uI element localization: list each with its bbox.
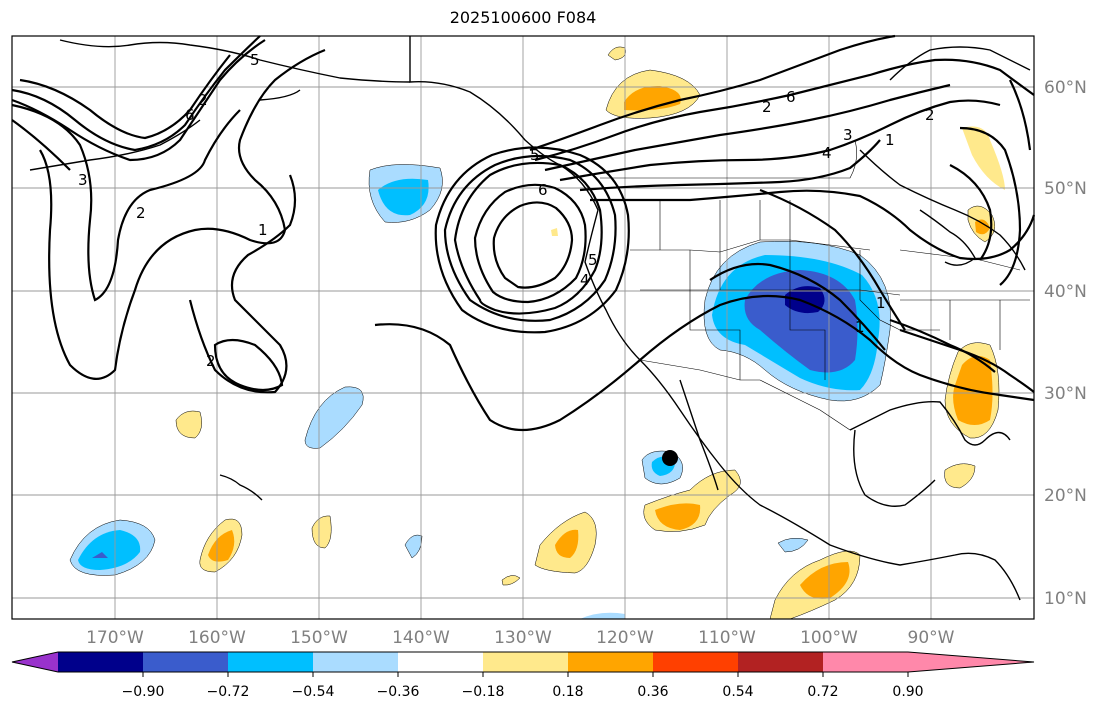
- contour-label: 4: [822, 144, 832, 162]
- contour-label: 5: [530, 146, 540, 164]
- colorbar-tick-label: −0.54: [292, 684, 335, 700]
- colorbar-tick-label: −0.90: [122, 684, 165, 700]
- contour-label: 6: [786, 88, 796, 106]
- colorbar-segment: [653, 652, 738, 672]
- colorbar-segment: [738, 652, 823, 672]
- colorbar-tick-label: −0.36: [377, 684, 420, 700]
- lon-label: 150°W: [290, 628, 348, 648]
- contour-label: 3: [78, 171, 88, 189]
- colorbar-extend-high: [908, 652, 1034, 672]
- map-title: 2025100600 F084: [449, 8, 597, 27]
- lon-label: 160°W: [188, 628, 246, 648]
- station-marker-icon: [662, 450, 678, 466]
- contour-label: 1: [258, 221, 268, 239]
- contour-label: 6: [185, 106, 195, 124]
- contour-label: 3: [843, 126, 853, 144]
- colorbar-tick-label: 0.18: [552, 684, 583, 700]
- colorbar-tick-label: 0.90: [892, 684, 923, 700]
- contour-label: 1: [855, 318, 865, 336]
- lon-label: 110°W: [698, 628, 756, 648]
- lon-label: 120°W: [596, 628, 654, 648]
- lon-label: 140°W: [392, 628, 450, 648]
- contour-label: 2: [136, 204, 146, 222]
- map-panel: 2 1 2 3 2 5 6 4 5 6 4 3 6 2 1 1 2 5 1: [11, 34, 1036, 620]
- colorbar-segment: [313, 652, 398, 672]
- contour-label: 2: [762, 98, 772, 116]
- lat-label: 30°N: [1044, 384, 1087, 404]
- colorbar-segment: [823, 652, 908, 672]
- lat-label: 20°N: [1044, 486, 1087, 506]
- colorbar-segment: [228, 652, 313, 672]
- coastlines: [29, 36, 1031, 601]
- contour-label-group: 2 1 2 3 2 5 6 4 5 6 4 3 6 2 1 1 2 5 1: [78, 51, 935, 370]
- contour-label: 5: [588, 251, 598, 269]
- colorbar-extend-low: [12, 652, 58, 672]
- contour-label: 2: [198, 91, 208, 109]
- longitude-labels: 170°W 160°W 150°W 140°W 130°W 120°W 110°…: [86, 628, 955, 648]
- latitude-labels: 60°N 50°N 40°N 30°N 20°N 10°N: [1044, 78, 1087, 609]
- colorbar-tick-label: 0.36: [637, 684, 668, 700]
- contour-label: 2: [925, 106, 935, 124]
- contour-label: 1: [885, 131, 895, 149]
- graticule: [12, 36, 1034, 619]
- lon-label: 100°W: [800, 628, 858, 648]
- colorbar-segment: [398, 652, 483, 672]
- contour-label: 1: [876, 294, 886, 312]
- colorbar-ticks: [142, 672, 909, 677]
- colorbar-tick-label: −0.18: [462, 684, 505, 700]
- lat-label: 10°N: [1044, 589, 1087, 609]
- colorbar: −0.90 −0.72 −0.54 −0.36 −0.18 0.18 0.36 …: [11, 651, 1035, 700]
- map-border: [11, 35, 1035, 620]
- lat-label: 60°N: [1044, 78, 1087, 98]
- colorbar-segment: [568, 652, 653, 672]
- colorbar-tick-label: 0.54: [722, 684, 753, 700]
- lat-label: 40°N: [1044, 282, 1087, 302]
- colorbar-tick-label: 0.72: [807, 684, 838, 700]
- lon-label: 170°W: [86, 628, 144, 648]
- lat-label: 50°N: [1044, 179, 1087, 199]
- contour-lines: [11, 34, 1036, 431]
- colorbar-segment: [143, 652, 228, 672]
- contour-label: 6: [538, 181, 548, 199]
- contour-label: 2: [206, 352, 216, 370]
- lon-label: 90°W: [908, 628, 955, 648]
- colorbar-segment: [58, 652, 143, 672]
- colorbar-tick-label: −0.72: [207, 684, 250, 700]
- lon-label: 130°W: [494, 628, 552, 648]
- contour-label: 5: [250, 51, 260, 69]
- contour-label: 4: [580, 271, 590, 289]
- colorbar-segment: [483, 652, 568, 672]
